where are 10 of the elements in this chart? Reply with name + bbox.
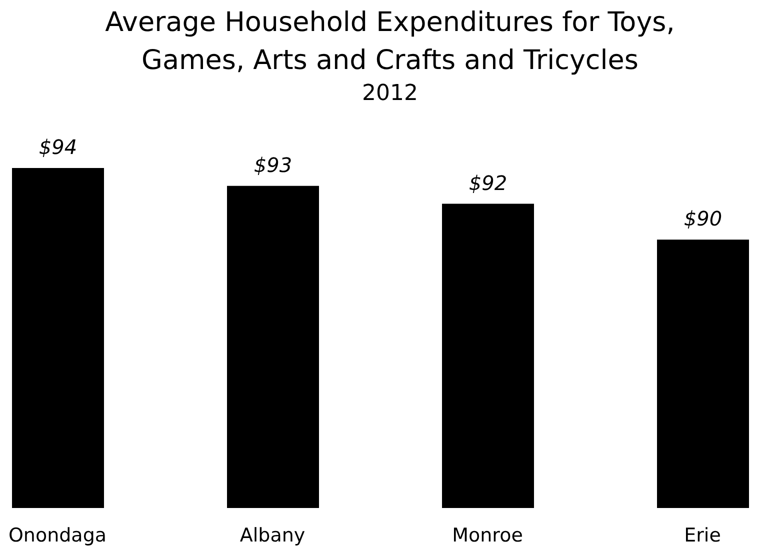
data-label: $90: [684, 206, 722, 231]
data-label: $93: [254, 152, 292, 177]
data-label: $94: [38, 135, 78, 159]
x-tick-label: Monroe: [452, 524, 523, 546]
chart-subtitle: 2012: [361, 80, 419, 108]
x-tick-label: Albany: [240, 524, 306, 546]
data-label: $92: [468, 170, 508, 195]
x-tick-label: Onondaga: [8, 524, 107, 546]
chart-title: Average Household Expenditures for Toys, Games, Arts and Crafts and Tricycles: [104, 6, 676, 78]
x-tick-label: Erie: [684, 524, 721, 546]
